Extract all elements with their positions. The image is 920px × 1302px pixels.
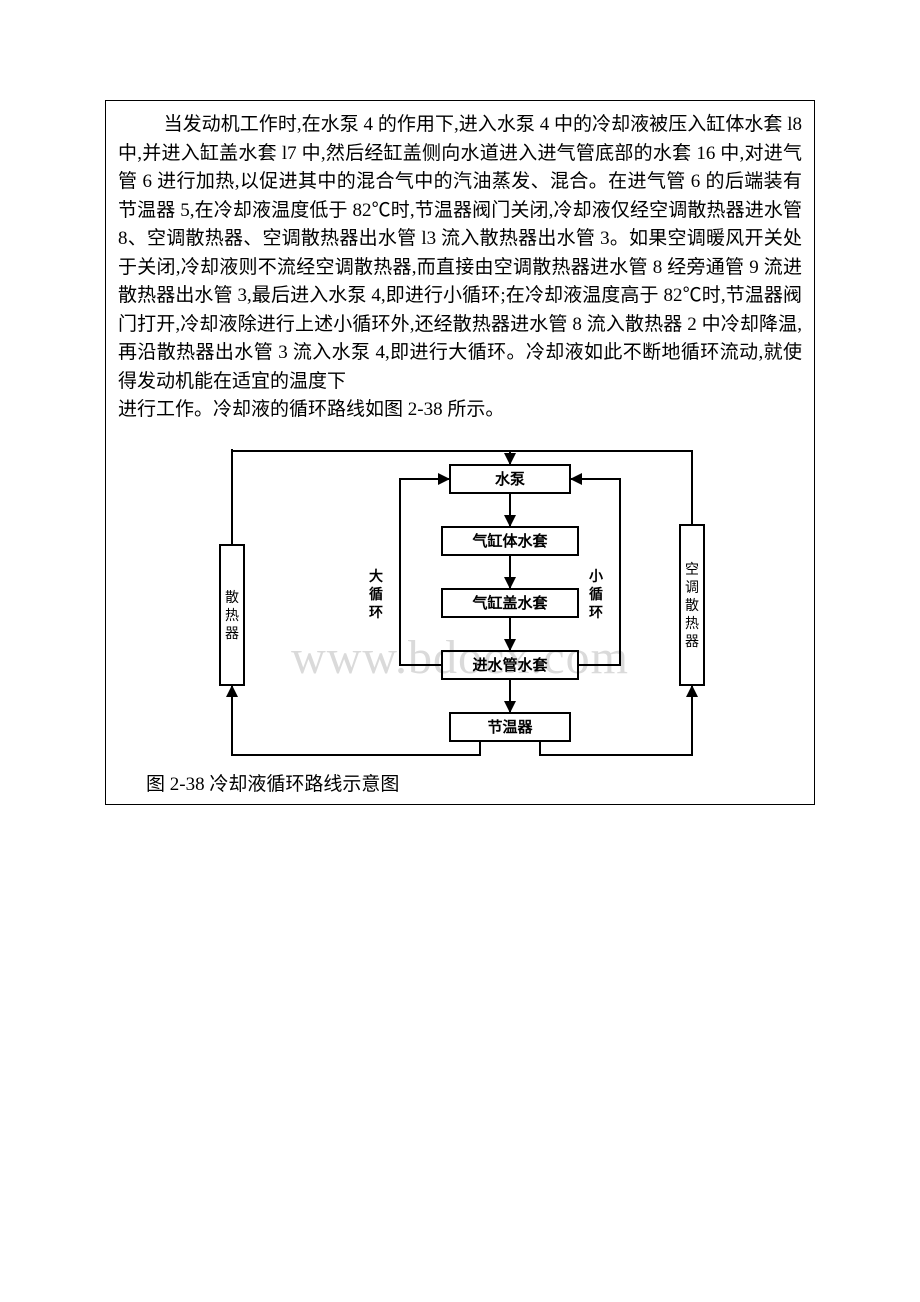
svg-text:散: 散: [685, 598, 699, 614]
paragraph-tail: 进行工作。冷却液的循环路线如图 2-38 所示。: [118, 396, 802, 425]
document-frame: 当发动机工作时,在水泵 4 的作用下,进入水泵 4 中的冷却液被压入缸体水套 l…: [105, 100, 815, 805]
svg-text:气缸盖水套: 气缸盖水套: [471, 594, 548, 612]
svg-text:水泵: 水泵: [495, 470, 525, 488]
svg-text:空: 空: [685, 562, 699, 578]
svg-text:热: 热: [225, 608, 239, 624]
svg-text:调: 调: [685, 580, 699, 596]
paragraph-main: 当发动机工作时,在水泵 4 的作用下,进入水泵 4 中的冷却液被压入缸体水套 l…: [118, 111, 802, 396]
svg-text:器: 器: [685, 635, 699, 650]
svg-text:环: 环: [369, 605, 383, 621]
svg-text:散: 散: [225, 590, 239, 606]
diagram-container: www.bdocx.com水泵气缸体水套气缸盖水套进水管水套节温器散热器空调散热…: [106, 427, 814, 804]
svg-text:进水管水套: 进水管水套: [472, 656, 548, 674]
svg-text:热: 热: [685, 616, 699, 632]
svg-text:器: 器: [225, 627, 239, 642]
svg-text:环: 环: [589, 605, 603, 621]
svg-text:气缸体水套: 气缸体水套: [471, 532, 548, 550]
figure-caption: 图 2-38 冷却液循环路线示意图: [106, 765, 814, 804]
svg-text:小: 小: [589, 569, 603, 585]
svg-text:循: 循: [369, 586, 383, 603]
svg-text:节温器: 节温器: [487, 718, 533, 736]
coolant-flow-diagram: www.bdocx.com水泵气缸体水套气缸盖水套进水管水套节温器散热器空调散热…: [150, 435, 770, 765]
svg-text:大: 大: [369, 568, 383, 585]
body-text-block: 当发动机工作时,在水泵 4 的作用下,进入水泵 4 中的冷却液被压入缸体水套 l…: [106, 101, 814, 427]
svg-text:循: 循: [589, 586, 603, 603]
